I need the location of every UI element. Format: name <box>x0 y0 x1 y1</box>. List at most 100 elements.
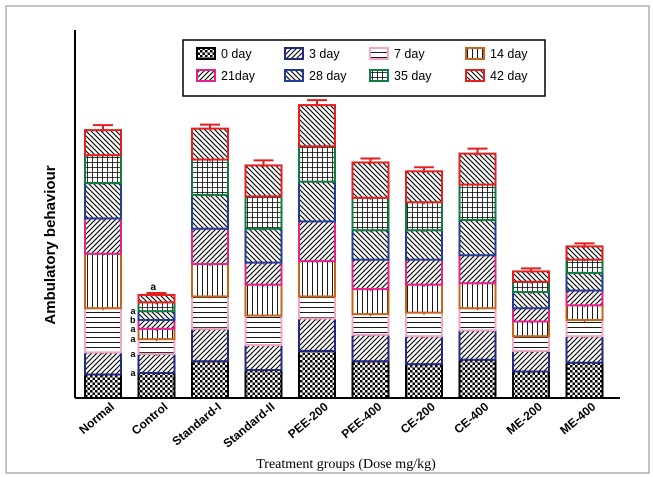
legend-label-14-day: 14 day <box>490 47 528 61</box>
x-tick-label-control: Control <box>129 400 171 438</box>
bar-pee-200-42-day <box>298 104 336 148</box>
bar-ce-200-3-day <box>405 335 443 366</box>
legend-swatch-7-day <box>369 47 389 60</box>
bar-standard-ii-35-day <box>244 195 283 230</box>
significance-label: a <box>130 334 136 344</box>
bar-stack-standard-ii <box>244 159 283 400</box>
bar-ce-200-21day <box>405 258 443 286</box>
legend-label-21day: 21day <box>221 69 256 83</box>
bar-me-400-0-day <box>565 361 604 399</box>
bar-normal-21day <box>84 217 122 255</box>
legend-swatch-35-day <box>369 69 389 82</box>
bar-me-200-0-day <box>512 370 550 399</box>
bar-normal-3-day <box>84 351 122 376</box>
bar-pee-400-0-day <box>351 360 390 400</box>
x-tick-label-ce-400: CE-400 <box>451 399 491 436</box>
bar-ce-400-35-day <box>458 183 497 221</box>
bar-normal-0-day <box>84 373 122 399</box>
legend-swatch-42-day <box>465 69 485 82</box>
bar-ce-200-28-day <box>405 229 443 261</box>
bar-stack-ce-200 <box>405 166 443 400</box>
bar-standard-i-21day <box>191 227 229 266</box>
bar-ce-200-14-day <box>405 283 443 314</box>
bar-normal-35-day <box>84 154 122 185</box>
legend: 0 day 3 day 7 day 14 day 21day 28 day 35 day 42… <box>182 39 546 97</box>
bar-ce-400-7-day <box>458 307 497 332</box>
bar-stack-pee-200 <box>298 99 336 399</box>
bar-pee-200-7-day <box>298 295 336 320</box>
legend-label-0-day: 0 day <box>221 47 252 61</box>
bar-ce-400-21day <box>458 254 497 285</box>
bar-me-400-28-day <box>565 271 604 292</box>
bar-me-200-3-day <box>512 349 550 373</box>
bar-pee-400-21day <box>351 258 390 291</box>
x-tick-label-standard-ii: Standard-II <box>220 400 277 451</box>
x-tick-label-me-200: ME-200 <box>504 399 545 437</box>
bar-ce-200-42-day <box>405 170 443 204</box>
legend-label-35-day: 35 day <box>394 69 432 83</box>
bar-me-400-7-day <box>565 318 604 338</box>
bar-pee-400-14-day <box>351 288 390 316</box>
bar-me-400-14-day <box>565 304 604 321</box>
bar-pee-200-35-day <box>298 145 336 183</box>
x-axis-label: Treatment groups (Dose mg/kg) <box>256 457 436 472</box>
bar-standard-i-3-day <box>191 327 229 363</box>
bar-standard-i-35-day <box>191 158 229 196</box>
legend-label-7-day: 7 day <box>394 47 425 61</box>
bar-pee-400-3-day <box>351 333 390 363</box>
legend-swatch-14-day <box>465 47 485 60</box>
legend-swatch-21day <box>196 69 216 82</box>
bar-ce-400-0-day <box>458 358 497 399</box>
x-tick-label-normal: Normal <box>76 400 117 437</box>
bar-stack-ce-400 <box>458 147 497 399</box>
y-axis-label: Ambulatory behaviour <box>42 165 59 324</box>
bar-standard-i-14-day <box>191 263 229 298</box>
bar-ce-400-42-day <box>458 152 497 186</box>
bar-standard-ii-42-day <box>244 164 283 198</box>
bar-normal-42-day <box>84 129 122 157</box>
bar-normal-7-day <box>84 307 122 354</box>
bar-standard-ii-28-day <box>244 227 283 264</box>
bar-standard-ii-21day <box>244 261 283 286</box>
x-tick-label-pee-400: PEE-400 <box>339 399 385 441</box>
bar-ce-200-0-day <box>405 363 443 400</box>
x-tick-label-ce-200: CE-200 <box>398 399 438 436</box>
bar-pee-400-28-day <box>351 229 390 261</box>
legend-label-3-day: 3 day <box>309 47 340 61</box>
bar-pee-200-3-day <box>298 317 336 352</box>
bar-me-400-3-day <box>565 335 604 364</box>
bar-stack-me-200 <box>512 267 550 399</box>
bar-control-0-day <box>137 371 176 400</box>
bar-standard-i-7-day <box>191 295 229 330</box>
legend-swatch-3-day <box>284 47 304 60</box>
bar-standard-i-42-day <box>191 127 229 161</box>
bar-control-7-day <box>137 338 176 355</box>
bar-pee-200-14-day <box>298 260 336 298</box>
bar-stack-me-400 <box>565 242 604 399</box>
significance-label: a <box>130 306 136 316</box>
bar-stack-normal <box>84 124 122 399</box>
bar-normal-28-day <box>84 182 122 220</box>
x-tick-label-standard-i: Standard-I <box>169 400 223 449</box>
bar-me-200-7-day <box>512 335 550 352</box>
bar-standard-i-28-day <box>191 193 229 230</box>
chart-border <box>5 5 650 474</box>
legend-label-42-day: 42 day <box>490 69 528 83</box>
bar-ce-400-14-day <box>458 282 497 310</box>
bar-pee-200-28-day <box>298 180 336 223</box>
bar-standard-i-0-day <box>191 360 229 400</box>
significance-label: a <box>130 349 136 359</box>
bar-pee-200-0-day <box>298 349 336 399</box>
bar-stack-pee-400 <box>351 157 390 400</box>
x-tick-label-me-400: ME-400 <box>557 399 598 437</box>
bar-ce-200-35-day <box>405 201 443 232</box>
legend-swatch-28-day <box>284 69 304 82</box>
bar-pee-400-7-day <box>351 313 390 336</box>
bar-pee-400-42-day <box>351 161 390 199</box>
bar-ce-400-28-day <box>458 218 497 257</box>
bar-control-3-day <box>137 352 176 374</box>
bar-pee-200-21day <box>298 220 336 263</box>
bar-normal-14-day <box>84 252 122 310</box>
bar-ce-400-3-day <box>458 329 497 361</box>
